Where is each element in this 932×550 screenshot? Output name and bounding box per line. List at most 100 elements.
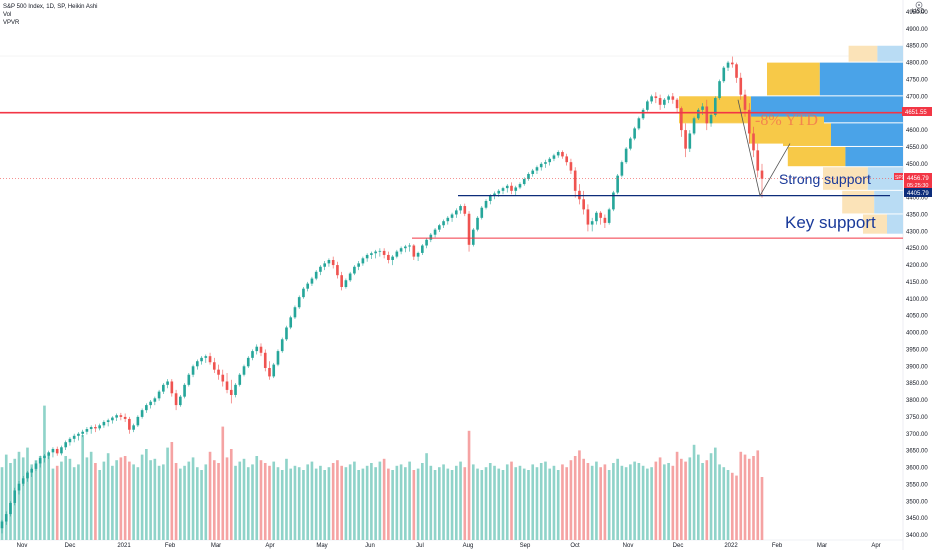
candle <box>709 113 713 127</box>
volume-bar <box>361 468 365 540</box>
volume-bar <box>505 464 509 540</box>
candle <box>128 416 131 434</box>
candle <box>399 246 403 255</box>
candle <box>663 98 666 109</box>
volume-bar <box>722 467 726 540</box>
candle <box>535 165 539 174</box>
volume-bar <box>624 467 628 540</box>
gear-icon[interactable] <box>915 1 923 9</box>
candle <box>234 383 237 398</box>
candle <box>544 159 547 168</box>
volume-bar <box>735 475 738 540</box>
candle <box>132 423 135 433</box>
volume-bar <box>701 463 704 540</box>
volume-bar <box>212 460 216 540</box>
price-tick-label: 4800.00 <box>906 61 928 67</box>
price-axis[interactable]: 4950.00 4900.00 4850.00 4800.00 4750.00 4700.… <box>906 10 928 539</box>
price-tick-label: 3750.00 <box>906 415 928 421</box>
symbol-title[interactable]: S&P 500 Index, 1D, SP, Heikin Ashi <box>3 4 98 10</box>
volume-bar <box>675 451 679 540</box>
candle <box>72 433 76 443</box>
vpvr-indicator-label[interactable]: VPVR <box>3 20 20 26</box>
volume-bar <box>595 461 598 540</box>
volume-bar <box>183 465 186 540</box>
candle <box>102 420 106 428</box>
candle <box>365 253 369 262</box>
time-tick-label: Nov <box>623 543 634 549</box>
candle <box>646 99 649 112</box>
volume-bar <box>331 463 335 540</box>
candle <box>64 440 68 450</box>
volume-bar <box>217 463 220 540</box>
candle <box>43 454 46 463</box>
ytd-annotation[interactable]: -8% YTD <box>755 112 818 129</box>
volume-bar <box>293 465 297 540</box>
symbol-badge: SPX <box>895 175 906 181</box>
volume-bar <box>268 465 271 540</box>
candle <box>633 126 636 141</box>
candle <box>81 429 84 438</box>
strong-support-annotation[interactable]: Strong support <box>779 171 871 187</box>
volume-bar <box>310 461 314 540</box>
candle <box>480 206 484 220</box>
candle <box>153 396 157 406</box>
volume-bar <box>646 468 649 540</box>
volume-bar <box>140 454 144 540</box>
price-tick-label: 4700.00 <box>906 94 928 100</box>
volume-bar <box>374 467 377 540</box>
volume-bar <box>404 467 407 540</box>
volume-bar <box>47 453 51 540</box>
volume-bar <box>391 470 394 540</box>
volume-bar <box>297 467 301 540</box>
volume-bar <box>166 447 169 540</box>
candle <box>471 227 475 247</box>
profile-up-bar <box>848 45 878 62</box>
volume-bar <box>238 461 242 540</box>
candle <box>616 173 619 195</box>
profile-up-bar <box>767 62 820 96</box>
volume-bar <box>319 465 322 540</box>
volume-bar <box>106 453 110 540</box>
volume-bar <box>128 461 131 540</box>
candle <box>382 248 386 259</box>
candle <box>302 286 305 299</box>
volume-bar <box>395 465 399 540</box>
price-tick-label: 4200.00 <box>906 263 928 269</box>
volume-profile <box>679 45 903 234</box>
candle <box>353 265 356 276</box>
price-tick-label: 4750.00 <box>906 77 928 83</box>
currency-label: USD <box>912 9 925 15</box>
candle <box>187 373 191 387</box>
time-tick-label: Mar <box>211 543 221 549</box>
candle <box>310 276 314 286</box>
candle <box>692 116 696 136</box>
key-support-annotation[interactable]: Key support <box>785 213 876 232</box>
candle <box>705 99 709 131</box>
candle <box>212 357 216 374</box>
volume-bar <box>539 463 543 540</box>
volume-bar <box>705 460 709 540</box>
volume-bar <box>246 467 250 540</box>
candle <box>578 184 581 205</box>
volume-bar <box>64 456 68 540</box>
candle <box>47 450 51 460</box>
volume-bar <box>747 458 751 540</box>
volume-bar <box>484 467 488 540</box>
volume-bar <box>438 467 441 540</box>
time-axis[interactable]: Nov Dec 2021 Feb Mar Apr May Jun Jul Aug Sep Oct Nov… <box>17 543 881 549</box>
candle <box>752 126 755 158</box>
candle <box>603 214 607 228</box>
candle <box>565 153 569 166</box>
volume-bar <box>399 464 403 540</box>
volume-bar <box>433 470 437 540</box>
volume-indicator-label[interactable]: Vol <box>3 12 12 18</box>
volume-bar <box>446 468 450 540</box>
volume-bar <box>68 458 72 540</box>
candle <box>552 153 556 162</box>
volume-bar <box>497 468 501 540</box>
time-tick-label: Apr <box>871 543 880 549</box>
candle <box>106 418 110 427</box>
candle <box>730 56 734 68</box>
volume-bar <box>60 461 63 540</box>
